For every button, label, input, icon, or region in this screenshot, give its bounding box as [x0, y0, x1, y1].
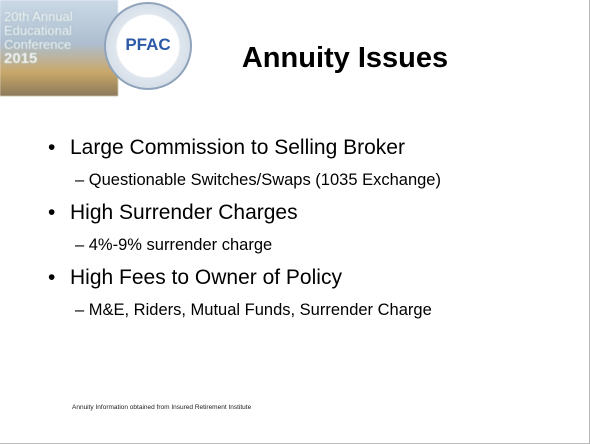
bullet-item: High Surrender Charges — [48, 201, 298, 225]
slide: 20th Annual Educational Conference 2015 … — [0, 0, 590, 444]
bullet-item: High Fees to Owner of Policy — [48, 266, 342, 290]
banner-text: 2015 — [0, 52, 118, 66]
banner-text: 20th Annual — [0, 0, 118, 24]
logo-badge: PFAC — [104, 2, 192, 90]
bullet-item: Large Commission to Selling Broker — [48, 136, 405, 160]
badge-text: PFAC — [106, 35, 190, 55]
banner-text: Educational — [0, 24, 118, 38]
footnote: Annuity Information obtained from Insure… — [72, 404, 251, 411]
slide-title: Annuity Issues — [230, 42, 460, 75]
conference-banner: 20th Annual Educational Conference 2015 — [0, 0, 118, 96]
sub-item: – Questionable Switches/Swaps (1035 Exch… — [75, 171, 441, 190]
sub-item: – 4%-9% surrender charge — [75, 236, 272, 255]
sub-item: – M&E, Riders, Mutual Funds, Surrender C… — [75, 301, 432, 320]
